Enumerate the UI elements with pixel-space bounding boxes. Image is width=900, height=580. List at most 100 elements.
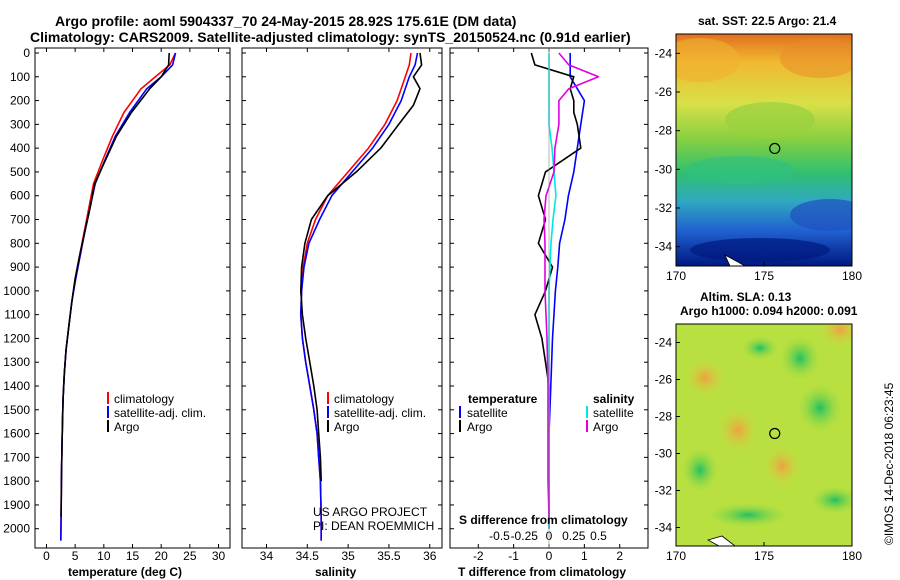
depth-tick-label: 1300: [3, 355, 30, 369]
temperature-legend: climatology satellite-adj. clim. Argo: [107, 392, 206, 434]
legend-label-climatology: climatology: [114, 392, 174, 406]
temperature-tick-label: 25: [183, 549, 197, 563]
map-lat-tick-label: -34: [655, 521, 673, 535]
depth-tick-marks: [35, 52, 648, 530]
salinity-panel-frame: [241, 47, 443, 549]
sst-argo-location-marker: [769, 142, 781, 155]
depth-tick-label: 100: [10, 70, 30, 84]
depth-tick-label: 1000: [3, 284, 30, 298]
legend-title-salinity: salinity: [593, 392, 635, 406]
depth-tick-label: 1600: [3, 427, 30, 441]
difference-tick-label: -2: [473, 549, 484, 563]
sla-map-axes: -24 -26 -28 -30 -32 -34 170 175 180: [655, 336, 863, 564]
depth-tick-label: 900: [10, 260, 30, 274]
temperature-tick-label: 10: [97, 549, 111, 563]
map-lat-tick-label: -28: [655, 410, 673, 424]
credit-line-1: US ARGO PROJECT: [313, 505, 428, 519]
legend-label-temperature-argo: Argo: [467, 420, 493, 434]
depth-tick-label: 1900: [3, 498, 30, 512]
depth-axis: 0 100 200 300 400 500 600 700 800 900 1000 1100 1200…: [3, 46, 30, 536]
salinity-lines: [299, 52, 423, 541]
depth-tick-label: 1700: [3, 450, 30, 464]
temperature-tick-label: 5: [72, 549, 79, 563]
header-line-2: Climatology: CARS2009. Satellite-adjuste…: [30, 29, 631, 45]
temperature-climatology-line: [60, 52, 177, 541]
map-lat-tick-label: -24: [655, 46, 673, 60]
depth-tick-label: 1400: [3, 379, 30, 393]
depth-tick-label: 600: [10, 189, 30, 203]
difference-tick-label: -1: [508, 549, 519, 563]
salinity-tick-label: 34.5: [296, 549, 320, 563]
depth-tick-label: 800: [10, 236, 30, 250]
credit-line-2: PI: DEAN ROEMMICH: [313, 519, 434, 533]
watermark: ©IMOS 14-Dec-2018 06:23:45: [882, 382, 896, 545]
temperature-tick-label: 30: [212, 549, 226, 563]
temperature-tick-label: 15: [126, 549, 140, 563]
difference-xlabel: T difference from climatology: [458, 565, 626, 579]
depth-tick-label: 1500: [3, 403, 30, 417]
s-difference-tick-label: 0.5: [590, 529, 607, 543]
difference-legend: temperature satellite Argo salinity sate…: [459, 392, 635, 434]
map-lon-tick-label: 175: [754, 269, 774, 283]
legend-title-temperature: temperature: [468, 392, 538, 406]
salinity-tick-label: 36: [423, 549, 437, 563]
sla-map-title-2: Argo h1000: 0.094 h2000: 0.091: [680, 304, 858, 318]
legend-label-salinity-argo: Argo: [593, 420, 619, 434]
sla-argo-location-marker: [769, 427, 781, 440]
legend-label-climatology: climatology: [334, 392, 394, 406]
temperature-difference-argo-line: [530, 52, 582, 517]
legend-label-argo: Argo: [114, 420, 140, 434]
temperature-argo-line: [60, 52, 170, 517]
salinity-difference-x-axis: -0.5 -0.25 0 0.25 0.5: [489, 529, 607, 543]
depth-tick-label: 300: [10, 117, 30, 131]
difference-tick-label: 2: [616, 549, 623, 563]
salinity-tick-label: 35: [341, 549, 355, 563]
s-difference-tick-label: -0.5: [489, 529, 510, 543]
temperature-tick-label: 20: [154, 549, 168, 563]
salinity-tick-label: 34: [260, 549, 274, 563]
temperature-difference-satellite-line: [548, 53, 586, 529]
difference-tick-label: 0: [546, 549, 553, 563]
header-line-1: Argo profile: aoml 5904337_70 24-May-201…: [55, 13, 516, 29]
map-lat-tick-label: -34: [655, 240, 673, 254]
map-lon-tick-label: 170: [666, 549, 686, 563]
depth-tick-label: 200: [10, 94, 30, 108]
map-lat-tick-label: -30: [655, 447, 673, 461]
legend-label-argo: Argo: [334, 420, 360, 434]
map-lon-tick-label: 180: [842, 549, 862, 563]
salinity-satellite-line: [299, 52, 419, 541]
legend-label-satellite: satellite-adj. clim.: [114, 406, 206, 420]
temperature-x-axis: 0 5 10 15 20 25 30: [43, 48, 226, 563]
depth-tick-label: 0: [23, 46, 30, 60]
s-difference-axis-title: S difference from climatology: [459, 513, 628, 527]
depth-tick-label: 2000: [3, 522, 30, 536]
map-lat-tick-label: -24: [655, 336, 673, 350]
map-lon-tick-label: 180: [842, 269, 862, 283]
depth-tick-label: 1800: [3, 474, 30, 488]
depth-tick-label: 1100: [4, 308, 30, 322]
sst-map-axes: -24 -26 -28 -30 -32 -34 170 175 180: [655, 46, 863, 283]
salinity-xlabel: salinity: [315, 565, 357, 579]
sla-map-title-1: Altim. SLA: 0.13: [700, 290, 792, 304]
temperature-panel-frame: [34, 47, 231, 549]
depth-tick-label: 1200: [3, 331, 30, 345]
s-difference-tick-label: 0.25: [562, 529, 586, 543]
sla-map-image: [676, 324, 852, 546]
map-lat-tick-label: -32: [655, 201, 673, 215]
map-lat-tick-label: -26: [655, 85, 673, 99]
difference-lines: [530, 48, 600, 548]
map-lat-tick-label: -32: [655, 484, 673, 498]
legend-label-temperature-satellite: satellite: [467, 406, 508, 420]
map-lon-tick-label: 170: [666, 269, 686, 283]
salinity-climatology-line: [299, 52, 412, 541]
temperature-lines: [60, 52, 177, 541]
depth-tick-label: 700: [10, 213, 30, 227]
legend-label-salinity-satellite: satellite: [593, 406, 634, 420]
salinity-x-axis: 34 34.5 35 35.5 36: [260, 48, 437, 563]
salinity-tick-label: 35.5: [377, 549, 401, 563]
salinity-legend: climatology satellite-adj. clim. Argo: [327, 392, 426, 434]
salinity-difference-argo-line: [543, 52, 600, 517]
map-lon-tick-label: 175: [754, 549, 774, 563]
depth-tick-label: 500: [10, 165, 30, 179]
